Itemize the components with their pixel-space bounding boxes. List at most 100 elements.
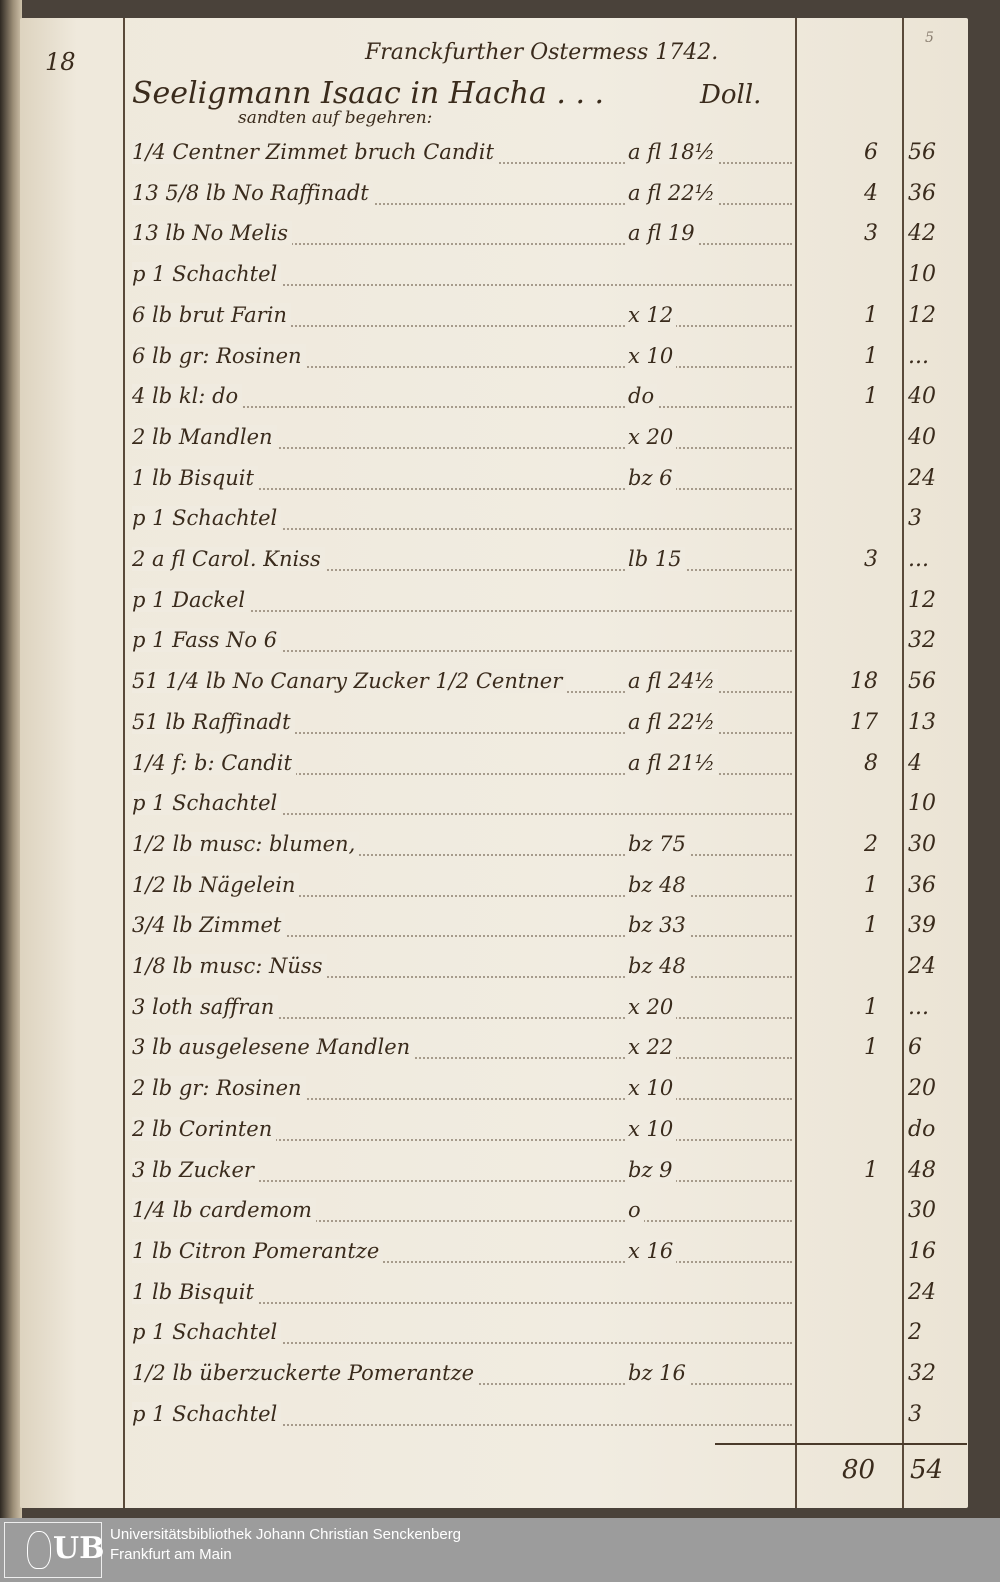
item-description: 13 lb No Melis [132, 221, 293, 246]
amount-florin: 3 [864, 221, 878, 247]
item-description: 3 lb Zucker [132, 1157, 258, 1182]
item-description: 3 lb ausgelesene Mandlen [132, 1035, 415, 1060]
item-description: 2 lb gr: Rosinen [132, 1076, 306, 1101]
amount-kreuzer: 4 [908, 750, 922, 776]
ledger-row: p 1 Dackel 12 [0, 587, 1000, 624]
portrait-icon [27, 1531, 51, 1569]
unit-rate: bz 9 [625, 1157, 676, 1182]
amount-florin: 3 [864, 547, 878, 572]
ledger-row: 3 loth saffran x 20 1... [0, 994, 1000, 1031]
item-description: p 1 Fass No 6 [132, 628, 282, 653]
dotted-leader [132, 813, 792, 816]
ledger-row: 1 lb Citron Pomerantze x 16 16 [0, 1238, 1000, 1275]
amount-kreuzer: 12 [908, 587, 936, 613]
amount-florin: 1 [864, 1035, 878, 1061]
dotted-leader [132, 1016, 792, 1019]
ledger-row: 1/2 lb Nägelein bz 48 1 36 [0, 872, 1000, 909]
dotted-leader [132, 976, 792, 978]
amount-kreuzer: 32 [908, 1361, 936, 1386]
amount-kreuzer: 2 [908, 1320, 922, 1346]
dotted-leader [132, 406, 792, 409]
ledger-row: p 1 Schachtel 10 [0, 262, 1000, 298]
amount-florin: 1 [864, 872, 878, 898]
ledger-row: 51 1/4 lb No Canary Zucker 1/2 Centner a … [0, 669, 1000, 705]
unit-rate: lb 15 [625, 547, 685, 571]
dotted-leader [132, 446, 792, 449]
amount-kreuzer: do [908, 1116, 936, 1142]
item-description: 1/2 lb musc: blumen, [132, 831, 360, 856]
item-description: 2 lb Mandlen [132, 424, 277, 449]
folio-number: 5 [925, 30, 934, 46]
unit-rate: a fl 24½ [625, 669, 718, 694]
item-description: 51 lb Raffinadt [132, 709, 295, 734]
amount-kreuzer: 24 [908, 954, 936, 979]
item-description: 1/4 lb cardemom [132, 1198, 316, 1223]
ub-logo[interactable]: UB [4, 1522, 105, 1578]
unit-rate: do [625, 384, 658, 409]
ledger-row: 1 lb Bisquit 24 [0, 1279, 1000, 1316]
total-kreuzer: 54 [910, 1455, 944, 1485]
item-description: 13 5/8 lb No Raffinadt [132, 180, 373, 205]
ledger-row: 13 5/8 lb No Raffinadt a fl 22½ 4 36 [0, 180, 1000, 217]
dotted-leader [132, 853, 792, 856]
amount-kreuzer: 30 [908, 1198, 936, 1224]
dotted-leader [132, 569, 792, 571]
fair-heading: Franckfurther Ostermess 1742. [365, 40, 719, 65]
unit-rate: x 10 [625, 343, 677, 368]
library-name: Universitätsbibliothek Johann Christian … [110, 1526, 462, 1543]
dotted-leader [132, 528, 792, 531]
amount-florin: 1 [864, 994, 878, 1020]
item-description: 2 a fl Carol. Kniss [132, 547, 325, 571]
dotted-leader [132, 1342, 792, 1345]
unit-rate: o [625, 1198, 644, 1223]
ledger-row: p 1 Schachtel 2 [0, 1320, 1000, 1356]
dotted-leader [132, 324, 792, 327]
dotted-leader [132, 935, 792, 938]
dotted-leader [132, 243, 792, 246]
amount-kreuzer: 10 [908, 791, 936, 817]
ledger-row: 6 lb gr: Rosinen x 10 1... [0, 343, 1000, 380]
dotted-leader [132, 1423, 792, 1426]
ledger-row: 2 lb Mandlen x 20 40 [0, 424, 1000, 461]
ledger-row: 1/4 f: b: Candit a fl 21½ 8 4 [0, 750, 1000, 787]
amount-kreuzer: 10 [908, 262, 936, 288]
unit-rate: bz 16 [625, 1361, 689, 1385]
unit-rate: x 10 [625, 1116, 677, 1141]
ledger-row: 4 lb kl: do do 1 40 [0, 384, 1000, 420]
amount-kreuzer: 20 [908, 1076, 936, 1102]
amount-kreuzer: 36 [908, 180, 936, 206]
amount-kreuzer: 32 [908, 628, 936, 654]
amount-florin: 17 [850, 709, 878, 735]
unit-rate: a fl 18½ [625, 140, 718, 164]
ledger-row: p 1 Fass No 6 32 [0, 628, 1000, 664]
ledger-row: 1/2 lb musc: blumen, bz 75 2 30 [0, 831, 1000, 868]
item-description: 51 1/4 lb No Canary Zucker 1/2 Centner [132, 669, 567, 694]
amount-kreuzer: 56 [908, 140, 936, 165]
dotted-leader [132, 284, 792, 287]
ledger-row: 2 lb Corinten x 10 do [0, 1116, 1000, 1153]
unit-rate: bz 75 [625, 831, 689, 856]
ledger-row: 3/4 lb Zimmet bz 33 1 39 [0, 913, 1000, 949]
dotted-leader [132, 894, 792, 897]
ledger-row: 51 lb Raffinadt a fl 22½ 17 13 [0, 709, 1000, 746]
unit-rate: x 16 [625, 1238, 677, 1263]
amount-kreuzer: 48 [908, 1157, 936, 1183]
item-description: p 1 Schachtel [132, 506, 282, 531]
item-description: p 1 Schachtel [132, 1320, 282, 1345]
amount-florin: 1 [864, 343, 878, 369]
amount-kreuzer: 30 [908, 831, 936, 857]
dotted-leader [132, 609, 792, 612]
logo-text: UB [53, 1531, 105, 1566]
dotted-leader [132, 1057, 792, 1060]
library-footer: UB Universitätsbibliothek Johann Christi… [0, 1518, 1000, 1582]
ledger-row: 6 lb brut Farin x 12 1 12 [0, 302, 1000, 339]
amount-kreuzer: 42 [908, 221, 936, 247]
amount-florin: 1 [864, 302, 878, 328]
customer-heading: Seeligmann Isaac in Hacha . . . [132, 76, 605, 111]
ledger-row: 3 lb ausgelesene Mandlen x 22 1 6 [0, 1035, 1000, 1071]
dotted-leader [132, 1098, 792, 1101]
item-description: 1/8 lb musc: Nüss [132, 954, 327, 978]
ledger-row: 2 a fl Carol. Kniss lb 15 3... [0, 547, 1000, 583]
amount-kreuzer: 16 [908, 1238, 936, 1264]
unit-rate: a fl 19 [625, 221, 698, 246]
